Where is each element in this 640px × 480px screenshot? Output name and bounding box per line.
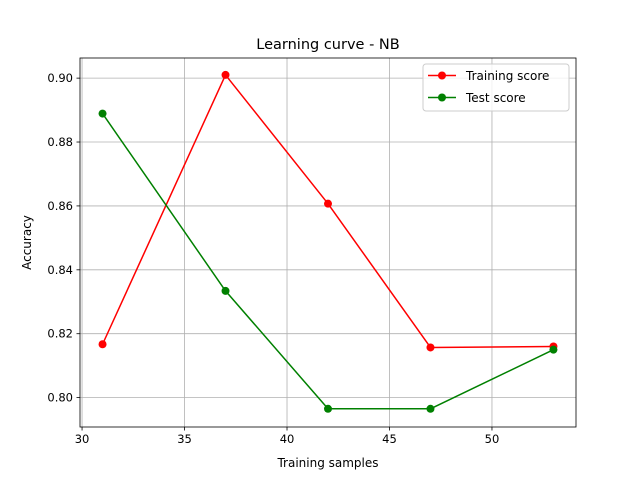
data-point-training-score: [221, 70, 230, 79]
plot-frame: [79, 57, 577, 428]
y-tick-label: 0.90: [47, 71, 73, 85]
x-axis-label: Training samples: [276, 456, 378, 470]
legend-box: [422, 63, 570, 112]
legend-item-training-score: Training score: [428, 69, 549, 83]
x-tick-label: 45: [382, 432, 397, 446]
data-point-test-score: [324, 404, 332, 413]
legend-item-test-score: Test score: [428, 91, 526, 105]
data-point-test-score: [549, 345, 558, 354]
data-point-training-score: [324, 199, 332, 208]
series-test-score: [98, 109, 558, 413]
plot-series: [98, 70, 558, 413]
data-point-test-score: [221, 286, 230, 295]
legend-label: Test score: [465, 91, 526, 105]
data-point-training-score: [98, 340, 107, 349]
y-axis-label: Accuracy: [20, 215, 34, 270]
data-point-test-score: [426, 404, 435, 413]
y-tick-label: 0.86: [47, 199, 73, 213]
y-tick-label: 0.84: [47, 263, 73, 277]
legend-label: Training score: [465, 69, 549, 83]
data-point-training-score: [426, 343, 435, 352]
data-point-test-score: [98, 109, 107, 118]
legend-marker: [438, 71, 446, 80]
legend-marker: [438, 93, 446, 102]
chart-title: Learning curve - NB: [256, 37, 399, 53]
x-tick-label: 40: [280, 432, 295, 446]
x-tick-label: 50: [485, 432, 500, 446]
x-tick-label: 30: [75, 432, 90, 446]
legend: Training score Test score: [422, 63, 570, 112]
y-tick-label: 0.88: [47, 135, 73, 149]
y-tick-label: 0.80: [47, 391, 73, 405]
axis-ticks: 30 35 40 45 50 0.80 0.82 0.84 0.86 0.88 0.90: [47, 71, 499, 446]
y-tick-label: 0.82: [47, 327, 73, 341]
x-tick-label: 35: [177, 432, 192, 446]
